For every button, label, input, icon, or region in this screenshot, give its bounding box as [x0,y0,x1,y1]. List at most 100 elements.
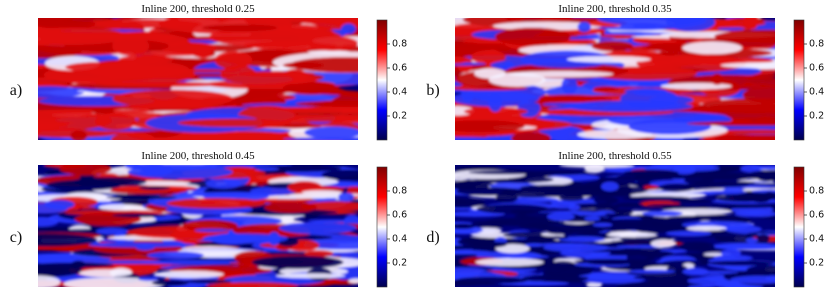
texture-streak [484,217,561,227]
colorbar-tick-label: 0.8 [392,186,407,197]
texture-streak [182,219,238,233]
texture-streak [535,225,561,231]
texture-streak [549,126,587,140]
panel-title: Inline 200, threshold 0.25 [141,3,255,15]
texture-streak [38,86,84,98]
texture-streak [756,234,770,243]
texture-streak [304,126,358,139]
texture-streak [304,250,334,257]
panel-label: a) [10,82,22,99]
texture-streak [112,36,150,56]
colorbar [376,19,388,141]
texture-streak [135,243,155,251]
texture-streak [751,196,770,203]
texture-streak [147,251,204,260]
image-texture [38,165,358,287]
texture-streak [628,269,676,274]
texture-streak [38,264,82,278]
texture-streak [593,196,619,205]
texture-streak [264,201,317,213]
texture-streak [536,276,589,280]
texture-streak [112,213,167,218]
texture-streak [641,210,683,217]
texture-streak [525,235,569,240]
texture-streak [612,209,634,213]
texture-streak [665,230,712,237]
colorbar-tick-label: 0.6 [392,63,407,74]
texture-streak [520,50,614,69]
colorbar-tick-label: 0.2 [809,111,824,122]
texture-streak [707,260,775,266]
texture-streak [660,82,732,90]
texture-streak [714,29,775,44]
texture-streak [662,260,713,266]
texture-streak [584,216,601,221]
texture-streak [603,103,683,110]
colorbar-tick-label: 0.8 [392,39,407,50]
texture-streak [258,18,358,23]
texture-streak [295,100,358,107]
texture-streak [110,132,156,140]
texture-streak [340,23,356,35]
texture-streak [751,189,768,194]
texture-streak [745,237,758,244]
texture-streak [712,134,775,140]
image-texture [455,18,775,140]
colorbar-tick-label: 0.2 [392,111,407,122]
texture-streak [583,230,599,235]
texture-streak [455,223,476,229]
texture-streak [138,276,159,281]
texture-streak [455,198,486,209]
texture-streak [201,24,278,32]
texture-streak [282,81,339,95]
texture-streak [508,70,614,78]
texture-streak [455,136,513,140]
texture-streak [70,260,86,270]
colorbar [793,166,805,288]
panel-title: Inline 200, threshold 0.55 [558,150,672,162]
texture-streak [622,196,692,201]
texture-streak [714,244,775,250]
texture-streak [730,275,775,284]
texture-streak [592,222,613,227]
texture-streak [65,61,150,73]
texture-streak [289,56,358,73]
colorbar [793,19,805,141]
colorbar-tick-label: 0.4 [392,87,407,98]
texture-streak [38,233,98,247]
texture-streak [476,204,549,214]
texture-streak [623,169,679,177]
texture-streak [288,193,358,197]
texture-streak [38,216,59,227]
texture-streak [634,223,673,234]
texture-streak [254,167,280,171]
texture-streak [495,244,530,254]
texture-streak [205,178,242,189]
heatmap-image [38,165,358,287]
texture-streak [455,120,525,133]
texture-streak [470,50,506,65]
texture-streak [455,56,468,64]
texture-streak [588,204,618,210]
texture-streak [709,103,775,109]
texture-streak [751,165,775,170]
texture-streak [307,36,358,51]
texture-streak [79,269,133,278]
texture-streak [71,177,147,187]
colorbar-tick-label: 0.4 [392,234,407,245]
texture-streak [502,189,564,198]
texture-streak [194,228,229,232]
texture-streak [78,19,202,29]
texture-streak [547,212,575,221]
panel-label: c) [10,229,22,246]
image-texture [455,165,775,287]
texture-streak [717,26,745,31]
texture-streak [683,176,715,185]
texture-streak [275,273,346,279]
texture-streak [724,225,762,234]
texture-streak [584,165,605,174]
heatmap-image [455,165,775,287]
texture-streak [520,184,594,192]
